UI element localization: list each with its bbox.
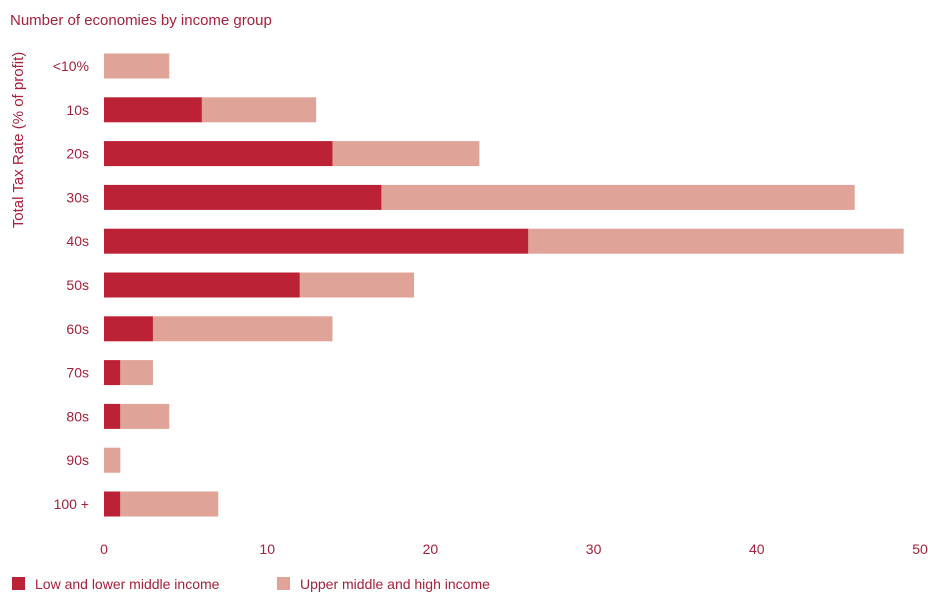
bar-low-lower-middle-10 <box>104 491 121 517</box>
legend: Low and lower middle income Upper middle … <box>12 576 490 592</box>
legend-label: Upper middle and high income <box>300 576 490 592</box>
x-tick-label-10: 10 <box>259 541 275 557</box>
bar-upper-middle-high-8 <box>120 403 170 429</box>
category-label-9: 90s <box>66 452 89 468</box>
legend-swatch <box>277 577 290 590</box>
legend-label: Low and lower middle income <box>35 576 220 592</box>
bar-upper-middle-high-7 <box>120 360 153 386</box>
legend-item-low-lower-middle: Low and lower middle income <box>12 576 220 592</box>
category-label-10: 100 + <box>54 496 89 512</box>
category-label-0: <10% <box>53 58 89 74</box>
x-axis-ticks: 0 10 20 30 40 50 <box>100 541 928 557</box>
bar-upper-middle-high-0 <box>104 53 170 79</box>
y-axis-label: Total Tax Rate (% of profit) <box>10 52 27 228</box>
category-label-3: 30s <box>66 189 89 205</box>
category-label-2: 20s <box>66 146 89 162</box>
x-tick-label-40: 40 <box>749 541 765 557</box>
bar-low-lower-middle-7 <box>104 360 121 386</box>
category-label-1: 10s <box>66 102 89 118</box>
bar-upper-middle-high-1 <box>201 97 317 123</box>
bar-low-lower-middle-2 <box>104 141 333 167</box>
bar-upper-middle-high-3 <box>381 184 855 210</box>
bar-upper-middle-high-6 <box>152 316 333 342</box>
bar-low-lower-middle-5 <box>104 272 300 298</box>
x-tick-label-20: 20 <box>423 541 439 557</box>
x-tick-label-50: 50 <box>912 541 928 557</box>
legend-item-upper-middle-high: Upper middle and high income <box>277 576 490 592</box>
bar-low-lower-middle-3 <box>104 184 382 210</box>
category-labels: <10% 10s 20s 30s 40s 50s 60s 70s 80s 90s 100 + <box>53 58 89 512</box>
bar-upper-middle-high-9 <box>104 447 121 473</box>
category-label-5: 50s <box>66 277 89 293</box>
category-label-7: 70s <box>66 365 89 381</box>
legend-swatch <box>12 577 25 590</box>
bar-low-lower-middle-1 <box>104 97 202 123</box>
x-tick-label-0: 0 <box>100 541 108 557</box>
bar-upper-middle-high-4 <box>528 228 904 254</box>
bar-upper-middle-high-10 <box>120 491 219 517</box>
bar-upper-middle-high-5 <box>299 272 415 298</box>
x-tick-label-30: 30 <box>586 541 602 557</box>
bar-low-lower-middle-4 <box>104 228 529 254</box>
bar-low-lower-middle-8 <box>104 403 121 429</box>
category-label-4: 40s <box>66 233 89 249</box>
category-label-8: 80s <box>66 408 89 424</box>
bar-upper-middle-high-2 <box>332 141 480 167</box>
chart-title: Number of economies by income group <box>10 12 272 29</box>
bar-low-lower-middle-6 <box>104 316 153 342</box>
bars-layer <box>104 53 904 517</box>
category-label-6: 60s <box>66 321 89 337</box>
